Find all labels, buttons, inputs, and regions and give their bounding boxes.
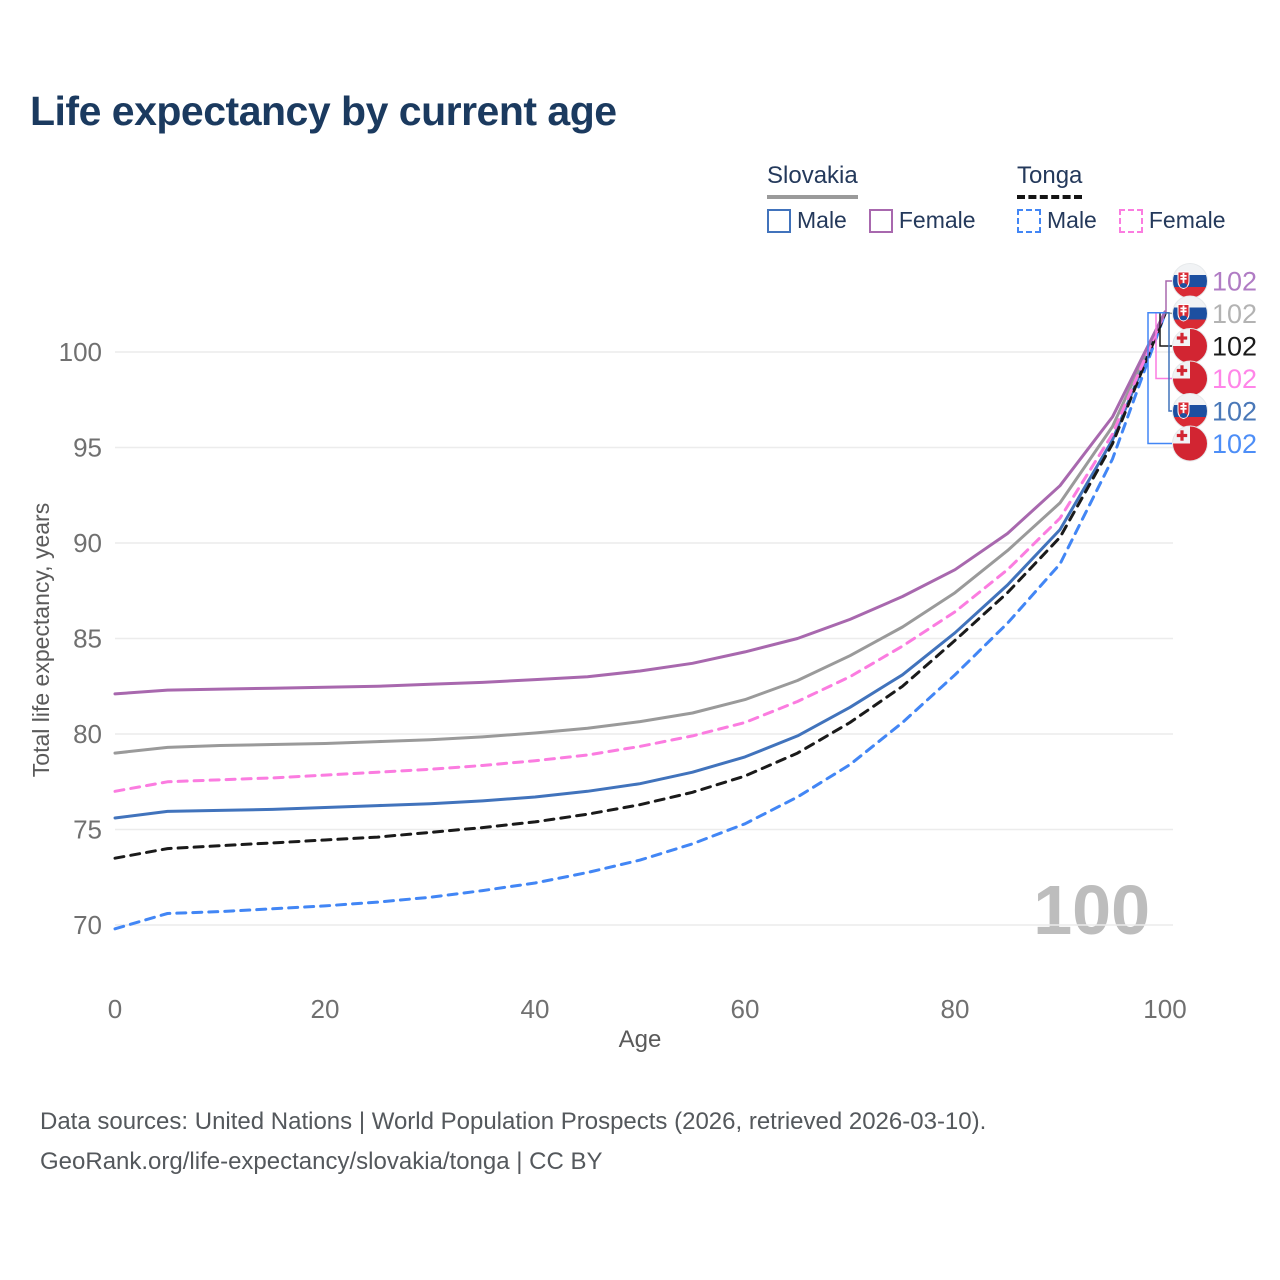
x-tick-label-0: 0 xyxy=(108,994,122,1024)
x-tick-label-80: 80 xyxy=(941,994,970,1024)
endpoint-leader-slovakia-female xyxy=(1165,280,1173,314)
series-line-tonga-both[interactable] xyxy=(113,312,1167,860)
y-tick-label-90: 90 xyxy=(73,528,102,558)
x-tick-label-60: 60 xyxy=(731,994,760,1024)
flag-icon-slovakia xyxy=(1172,393,1208,429)
flag-icon-tonga xyxy=(1172,425,1208,462)
y-tick-label-85: 85 xyxy=(73,624,102,654)
flag-icon-slovakia xyxy=(1172,295,1208,332)
endpoint-value-slovakia-both: 102 xyxy=(1212,299,1257,329)
legend-label-tonga-female: Female xyxy=(1148,207,1226,233)
endpoint-value-slovakia-male: 102 xyxy=(1212,397,1257,427)
legend-label-slovakia-male: Male xyxy=(797,207,847,233)
legend-item-slovakia-male[interactable]: Male xyxy=(767,207,847,234)
endpoint-value-tonga-male: 102 xyxy=(1212,429,1257,459)
page-title: Life expectancy by current age xyxy=(30,88,617,134)
endpoint-value-tonga-female: 102 xyxy=(1212,364,1257,394)
series-line-slovakia-both[interactable] xyxy=(113,310,1167,755)
series-line-slovakia-male[interactable] xyxy=(113,312,1167,820)
legend-group-slovakia: Slovakia Male Female xyxy=(767,162,998,234)
endpoint-value-slovakia-female: 102 xyxy=(1212,267,1257,297)
footer-attribution[interactable]: GeoRank.org/life-expectancy/slovakia/ton… xyxy=(40,1148,603,1175)
y-tick-label-75: 75 xyxy=(73,815,102,845)
footer-data-sources: Data sources: United Nations | World Pop… xyxy=(40,1108,987,1135)
legend-item-tonga-male[interactable]: Male xyxy=(1017,207,1097,234)
endpoint-leader-tonga-male xyxy=(1147,312,1173,445)
legend-label-slovakia-female: Female xyxy=(898,207,976,233)
x-tick-label-40: 40 xyxy=(521,994,550,1024)
series-line-tonga-female[interactable] xyxy=(113,310,1167,793)
legend-swatch-tonga-female[interactable] xyxy=(1118,208,1143,233)
endpoint-leader-slovakia-male xyxy=(1165,312,1173,412)
legend-item-tonga-female[interactable]: Female xyxy=(1118,207,1226,234)
age-watermark: 100 xyxy=(1033,871,1150,949)
x-tick-label-20: 20 xyxy=(311,994,340,1024)
legend-item-slovakia-female[interactable]: Female xyxy=(868,207,976,234)
legend-label-tonga-male: Male xyxy=(1047,207,1097,233)
y-tick-label-80: 80 xyxy=(73,719,102,749)
y-tick-label-100: 100 xyxy=(59,337,102,367)
flag-icon-slovakia xyxy=(1172,263,1208,299)
series-line-tonga-male[interactable] xyxy=(113,312,1167,931)
legend-swatch-tonga-male[interactable] xyxy=(1017,208,1041,233)
x-tick-label-100: 100 xyxy=(1143,994,1186,1024)
legend-swatch-slovakia-male[interactable] xyxy=(767,208,791,233)
y-tick-label-70: 70 xyxy=(73,910,102,940)
flag-icon-tonga xyxy=(1172,360,1208,397)
endpoint-value-tonga-both: 102 xyxy=(1212,332,1257,362)
legend-group-tonga: Tonga Male Female xyxy=(1017,162,1248,234)
legend-country-tonga[interactable]: Tonga xyxy=(1017,162,1083,199)
series-line-slovakia-female[interactable] xyxy=(113,310,1167,696)
legend-swatch-slovakia-female[interactable] xyxy=(868,208,893,233)
legend-country-slovakia[interactable]: Slovakia xyxy=(767,162,858,199)
x-axis-title: Age xyxy=(618,1026,662,1053)
flag-icon-tonga xyxy=(1172,328,1208,364)
y-tick-label-95: 95 xyxy=(73,433,102,463)
